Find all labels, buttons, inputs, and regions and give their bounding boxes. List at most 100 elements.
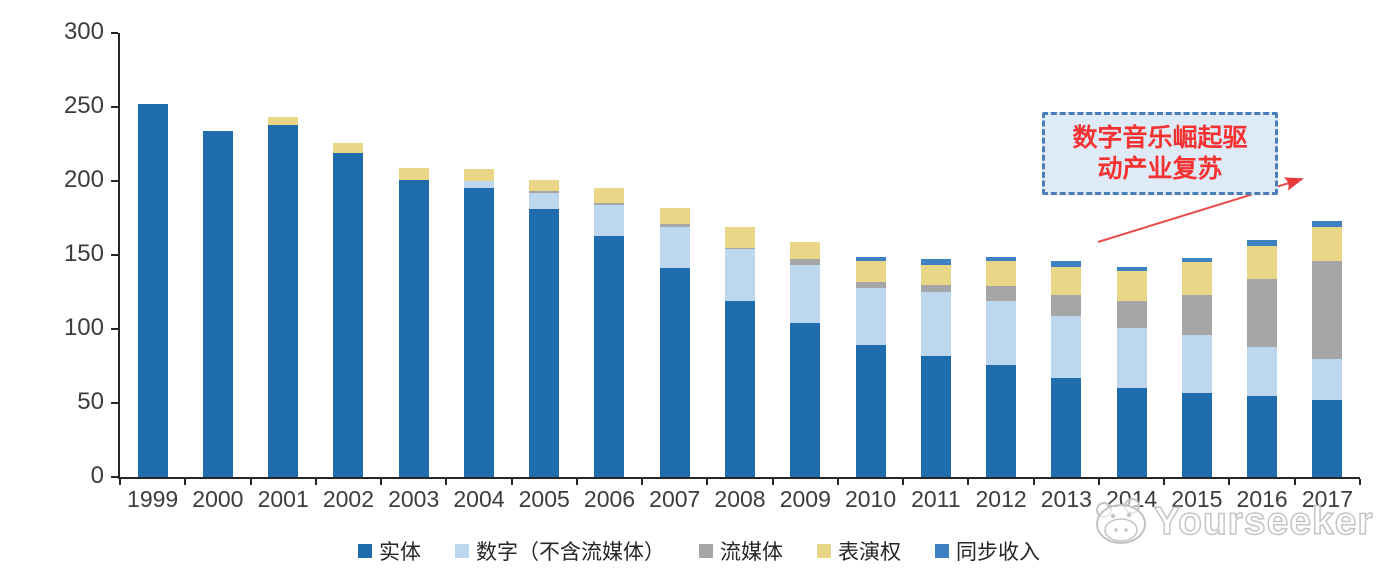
segment-表演权-2008: [725, 226, 756, 248]
segment-表演权-2016: [1247, 246, 1278, 279]
segment-表演权-2004: [463, 169, 494, 182]
segment-同步收入-2010: [855, 256, 886, 261]
legend-label: 实体: [379, 540, 421, 564]
bar-slot-2017: 2017: [1295, 33, 1360, 512]
segment-表演权-2005: [529, 179, 560, 192]
segment-表演权-2011: [920, 265, 951, 285]
legend-item-同步收入: 同步收入: [935, 536, 1040, 566]
segment-流媒体-2006: [594, 203, 625, 205]
annotation-text-line1: 数字音乐崛起驱: [1072, 124, 1248, 152]
segment-流媒体-2017: [1312, 260, 1343, 359]
bar-slot-1999: 1999: [120, 33, 185, 512]
segment-数字（不含流媒体）-2014: [1116, 327, 1147, 389]
segment-数字（不含流媒体）-2005: [529, 192, 560, 210]
legend-swatch-icon: [935, 544, 949, 558]
bar-slot-2001: 2001: [251, 33, 316, 512]
segment-流媒体-2008: [725, 247, 756, 250]
bar-slot-2015: 2015: [1164, 33, 1229, 512]
x-axis-label-2000: 2000: [192, 486, 244, 512]
stacked-bar-2017: [1312, 221, 1343, 477]
stacked-bar-2005: [529, 179, 560, 477]
y-axis-tick: [111, 32, 118, 34]
x-axis-label-2007: 2007: [649, 486, 701, 512]
y-axis-label-300: 300: [63, 18, 104, 45]
y-axis-tick: [111, 180, 118, 182]
legend-swatch-icon: [358, 544, 372, 558]
segment-表演权-2007: [659, 207, 690, 224]
segment-数字（不含流媒体）-2009: [790, 265, 821, 324]
segment-表演权-2013: [1051, 266, 1082, 295]
stacked-bar-2014: [1116, 266, 1147, 477]
x-axis-label-2001: 2001: [257, 486, 309, 512]
legend-label: 表演权: [838, 540, 901, 564]
x-axis-tick: [249, 479, 252, 485]
y-axis-label-150: 150: [63, 240, 104, 267]
legend-label: 数字（不含流媒体）: [476, 540, 665, 564]
segment-实体-1999: [137, 104, 168, 477]
stacked-bar-2011: [920, 259, 951, 477]
bar-slot-2002: 2002: [316, 33, 381, 512]
x-axis-tick: [641, 479, 644, 485]
stacked-bar-2016: [1247, 240, 1278, 477]
x-axis-tick: [967, 479, 970, 485]
segment-数字（不含流媒体）-2007: [659, 226, 690, 269]
segment-表演权-2009: [790, 241, 821, 260]
segment-实体-2001: [268, 124, 299, 477]
segment-数字（不含流媒体）-2015: [1181, 334, 1212, 393]
segment-实体-2008: [725, 300, 756, 477]
segment-流媒体-2013: [1051, 294, 1082, 316]
segment-同步收入-2011: [920, 259, 951, 266]
bar-slot-2014: 2014: [1099, 33, 1164, 512]
legend-item-数字（不含流媒体）: 数字（不含流媒体）: [455, 536, 665, 566]
y-axis-tick: [111, 254, 118, 256]
segment-流媒体-2005: [529, 191, 560, 193]
x-axis-tick: [380, 479, 383, 485]
segment-实体-2005: [529, 209, 560, 477]
y-axis-label-250: 250: [63, 92, 104, 119]
x-axis-tick: [1032, 479, 1035, 485]
watermark-text: Yourseeker: [1153, 499, 1374, 544]
segment-流媒体-2011: [920, 284, 951, 293]
x-axis-tick: [510, 479, 513, 485]
x-axis-tick: [771, 479, 774, 485]
segment-流媒体-2014: [1116, 300, 1147, 328]
segment-数字（不含流媒体）-2013: [1051, 315, 1082, 378]
bar-slot-2011: 2011: [903, 33, 968, 512]
stacked-bar-2006: [594, 188, 625, 477]
segment-实体-2014: [1116, 388, 1147, 477]
y-axis-label-0: 0: [90, 462, 104, 489]
segment-实体-2012: [986, 364, 1017, 477]
stacked-bar-2000: [202, 130, 233, 477]
x-axis-label-2015: 2015: [1171, 486, 1223, 512]
x-axis-label-2005: 2005: [518, 486, 570, 512]
stacked-bar-2012: [986, 256, 1017, 477]
segment-实体-2010: [855, 345, 886, 477]
plot-area: 1999 2000 2001 2002 2003 2004 2005 2006 2007 2008…: [64, 18, 1361, 512]
segment-表演权-2002: [333, 142, 364, 153]
segment-实体-2003: [398, 179, 429, 477]
bar-slot-2012: 2012: [968, 33, 1033, 512]
x-axis-tick: [1359, 479, 1361, 485]
bar-slot-2003: 2003: [381, 33, 446, 512]
annotation-text-line2: 动产业复苏: [1097, 155, 1223, 183]
y-axis-label-50: 50: [77, 388, 104, 415]
segment-实体-2016: [1247, 395, 1278, 477]
x-axis-tick: [1228, 479, 1231, 485]
x-axis-label-2011: 2011: [911, 486, 961, 512]
segment-数字（不含流媒体）-2004: [463, 181, 494, 189]
segment-表演权-2001: [268, 117, 299, 125]
stacked-bar-2003: [398, 167, 429, 477]
x-axis-label-2013: 2013: [1040, 486, 1092, 512]
segment-同步收入-2012: [986, 256, 1017, 261]
bar-slot-2004: 2004: [446, 33, 511, 512]
x-axis-tick: [314, 479, 317, 485]
segment-表演权-2015: [1181, 262, 1212, 295]
segment-同步收入-2016: [1247, 240, 1278, 247]
stacked-bar-2015: [1181, 257, 1212, 477]
segment-实体-2002: [333, 152, 364, 477]
legend-item-表演权: 表演权: [817, 536, 901, 566]
chart-legend: 实体 数字（不含流媒体） 流媒体 表演权 同步收入: [0, 536, 1398, 566]
plot-wrapper: 1999 2000 2001 2002 2003 2004 2005 2006 2007 2008…: [64, 18, 1361, 512]
x-axis-label-2008: 2008: [714, 486, 766, 512]
segment-表演权-2014: [1116, 271, 1147, 301]
